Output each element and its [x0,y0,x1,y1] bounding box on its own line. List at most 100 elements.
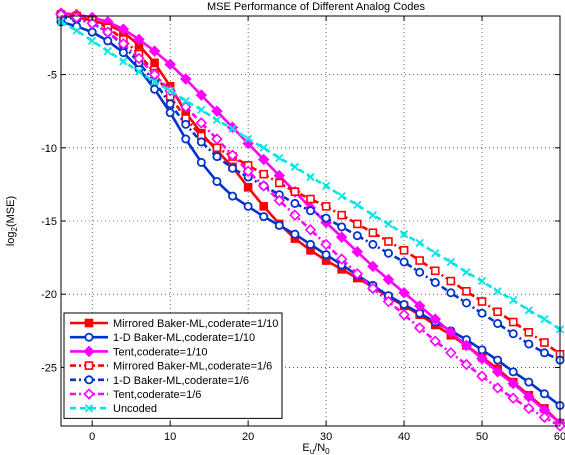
data-point [415,238,424,248]
data-point [524,306,533,315]
x-tick-label: 50 [476,431,488,443]
data-point [150,84,160,94]
data-point [415,256,424,265]
y-axis-label: log2(MSE) [5,196,19,246]
data-point [351,246,364,258]
data-point [180,73,192,85]
data-point [429,313,441,325]
data-point [382,295,395,308]
data-point [306,172,315,182]
data-point [228,124,237,133]
data-point [87,27,97,37]
data-point [398,308,410,321]
data-point [415,267,425,277]
data-point [446,257,455,267]
x-axis-label: Eu/N0 [302,442,330,455]
legend-label: Tent,coderate=1/6 [113,389,201,401]
x-label-sub2: 0 [325,447,330,455]
data-point [446,288,456,298]
data-point [337,191,346,201]
data-point [273,194,286,207]
data-point [460,339,473,352]
data-point [399,257,409,267]
data-point [368,239,378,249]
data-point [321,213,331,223]
legend-swatch-marker [84,361,94,370]
data-point [181,134,191,144]
data-point [306,194,315,204]
data-point [491,382,504,394]
data-point [119,57,128,66]
data-point [445,347,457,359]
series-layer [55,7,565,432]
y-tick-label: -15 [41,216,57,228]
data-point [259,212,269,222]
data-point [118,48,128,58]
data-point [195,89,208,101]
x-tick-label: 20 [242,431,254,443]
data-point [242,165,254,177]
x-tick-label: 60 [554,431,565,443]
data-point [86,17,98,30]
data-point [165,108,175,118]
x-tick-label: 30 [320,431,332,443]
data-point [211,105,223,117]
data-point [243,183,253,192]
y-tick-label: -20 [41,289,57,301]
x-tick-label: 40 [398,431,410,443]
data-point [446,276,456,286]
legend-label: Mirrored Baker-ML,coderate=1/6 [113,361,272,373]
data-point [212,152,222,162]
data-point [524,377,534,387]
data-point [461,298,471,308]
legend-entry: Uncoded [70,403,157,415]
data-point [275,153,284,163]
data-point [477,308,487,318]
data-point [429,335,441,347]
data-point [212,115,222,125]
legend-swatch-marker [84,332,94,342]
data-point [507,392,519,404]
data-point [320,238,332,251]
y-tick-label: -5 [47,70,57,82]
data-point [509,295,518,305]
legend-swatch-marker [84,404,94,413]
data-point [134,67,144,76]
data-point [102,26,114,38]
data-point [196,137,206,147]
data-point [413,322,426,334]
data-point [523,402,535,415]
legend-entry: Tent,coderate=1/10 [70,345,208,358]
x-label-main: E [302,442,309,454]
data-point [133,52,145,65]
data-point [493,318,503,328]
data-point [181,119,191,129]
y-label-rest: (MSE) [5,196,17,227]
data-point [476,370,488,382]
y-tick-label: -10 [41,143,57,155]
series-line [60,13,561,356]
data-point [335,253,348,265]
data-point [508,329,518,339]
chart-title: MSE Performance of Different Analog Code… [207,1,426,13]
data-point [290,229,300,239]
legend-entry: 1-D Baker-ML,coderate=1/6 [70,375,249,387]
data-point [243,134,253,144]
legend-label: Mirrored Baker-ML,coderate=1/10 [113,318,278,330]
data-point [337,210,346,220]
data-point [72,26,81,35]
data-point [305,206,315,216]
data-point [117,38,130,50]
data-point [398,287,410,299]
data-point [445,326,457,339]
data-point [117,23,130,35]
data-point [367,282,379,295]
data-point [384,219,393,229]
data-point [367,260,379,273]
data-point [321,202,331,211]
series-7 [56,17,565,334]
legend-label: 1-D Baker-ML,coderate=1/6 [113,375,249,387]
legend-entry: 1-D Baker-ML,coderate=1/10 [70,332,255,344]
y-tick-label: -25 [41,362,57,374]
data-point [368,211,378,220]
